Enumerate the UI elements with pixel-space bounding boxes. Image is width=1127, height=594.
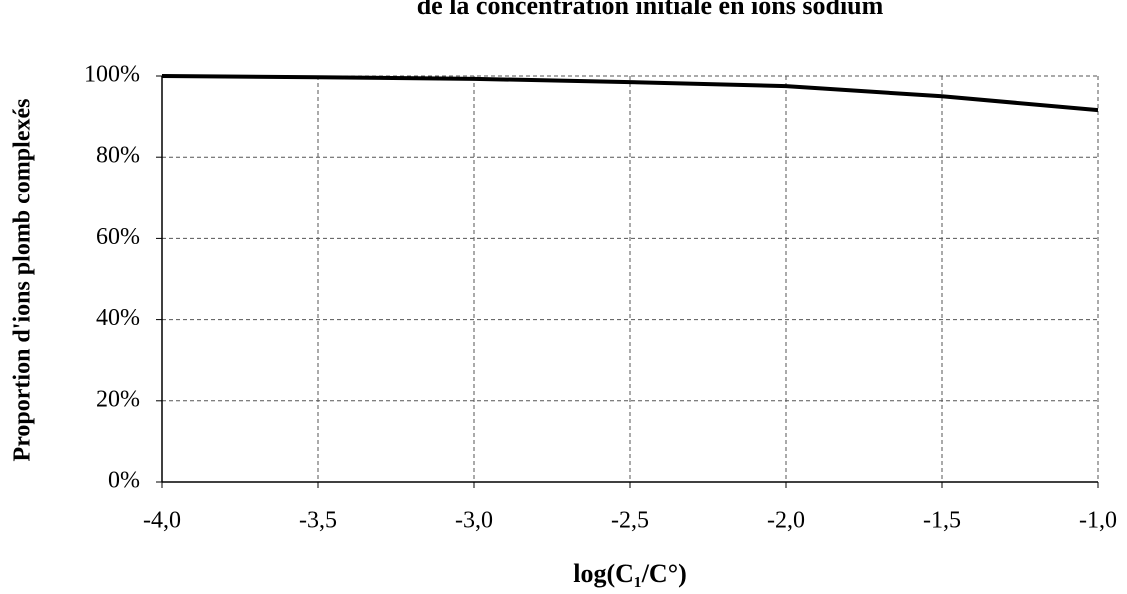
x-tick-label: -2,0 xyxy=(767,508,805,534)
x-axis-label: log(C₁/C°) xyxy=(573,559,687,588)
y-tick-label: 40% xyxy=(96,305,140,331)
x-tick-label: -3,0 xyxy=(455,508,493,534)
x-tick-label: -4,0 xyxy=(143,508,181,534)
y-tick-label: 0% xyxy=(108,468,140,494)
chart-title: de la concentration initiale en ions sod… xyxy=(417,0,884,20)
x-tick-label: -1,5 xyxy=(923,508,961,534)
y-tick-label: 60% xyxy=(96,224,140,250)
y-tick-label: 20% xyxy=(96,386,140,412)
y-tick-label: 80% xyxy=(96,143,140,169)
data-line xyxy=(161,74,1099,113)
x-tick-label: -3,5 xyxy=(299,508,337,534)
y-tick-label: 100% xyxy=(84,62,140,88)
x-tick-label: -1,0 xyxy=(1079,508,1117,534)
x-tick-label: -2,5 xyxy=(611,508,649,534)
y-axis-label: Proportion d'ions plomb complexés xyxy=(10,99,36,462)
